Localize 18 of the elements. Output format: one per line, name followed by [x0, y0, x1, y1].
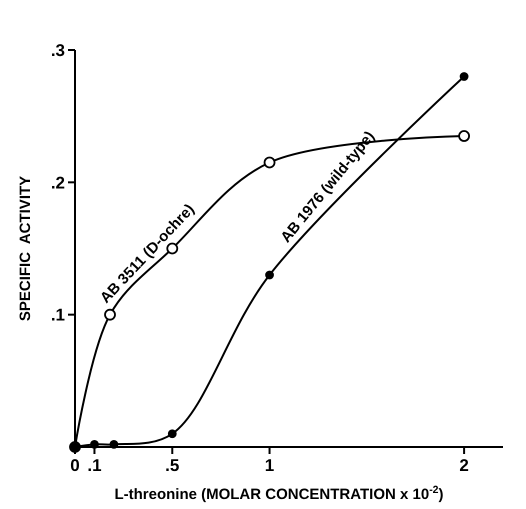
point [458, 130, 470, 142]
point [90, 440, 99, 449]
x-tick-label: .5 [165, 456, 180, 475]
point [110, 440, 118, 449]
point [104, 308, 116, 321]
point [264, 156, 276, 168]
y-axis-title: SPECIFIC ACTIVITY [17, 176, 34, 322]
x-axis-title: L-threonine (MOLAR CONCENTRATION x 10$^{-2}$) [114, 484, 444, 503]
point [168, 429, 177, 438]
y-tick-label: .2 [50, 173, 65, 192]
x-tick-label: 2 [459, 456, 469, 475]
x-tick-label: 0 [70, 456, 80, 475]
x-tick-label: 1 [264, 456, 274, 475]
x-tick-label: .1 [87, 456, 102, 475]
point [265, 270, 274, 280]
y-tick-label: .3 [50, 40, 65, 60]
y-tick-label: .1 [50, 306, 65, 325]
point [460, 72, 468, 81]
